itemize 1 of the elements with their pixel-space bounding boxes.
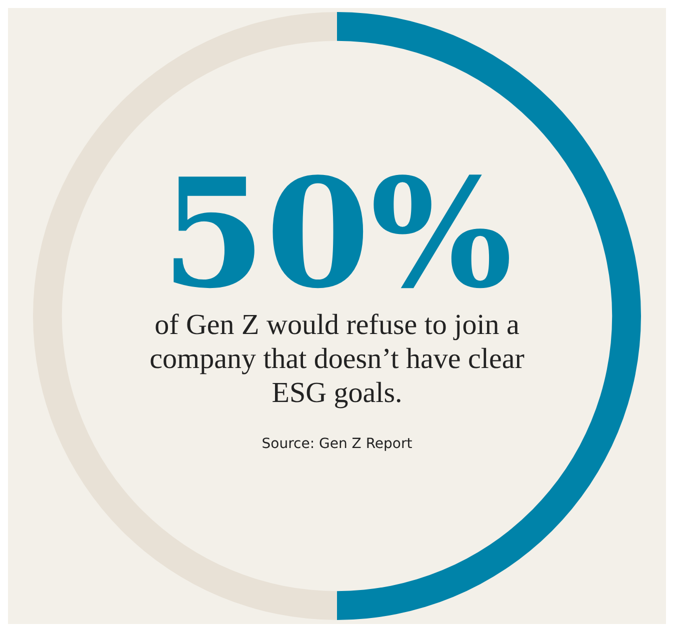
source-note: Source: Gen Z Report [260,436,414,452]
